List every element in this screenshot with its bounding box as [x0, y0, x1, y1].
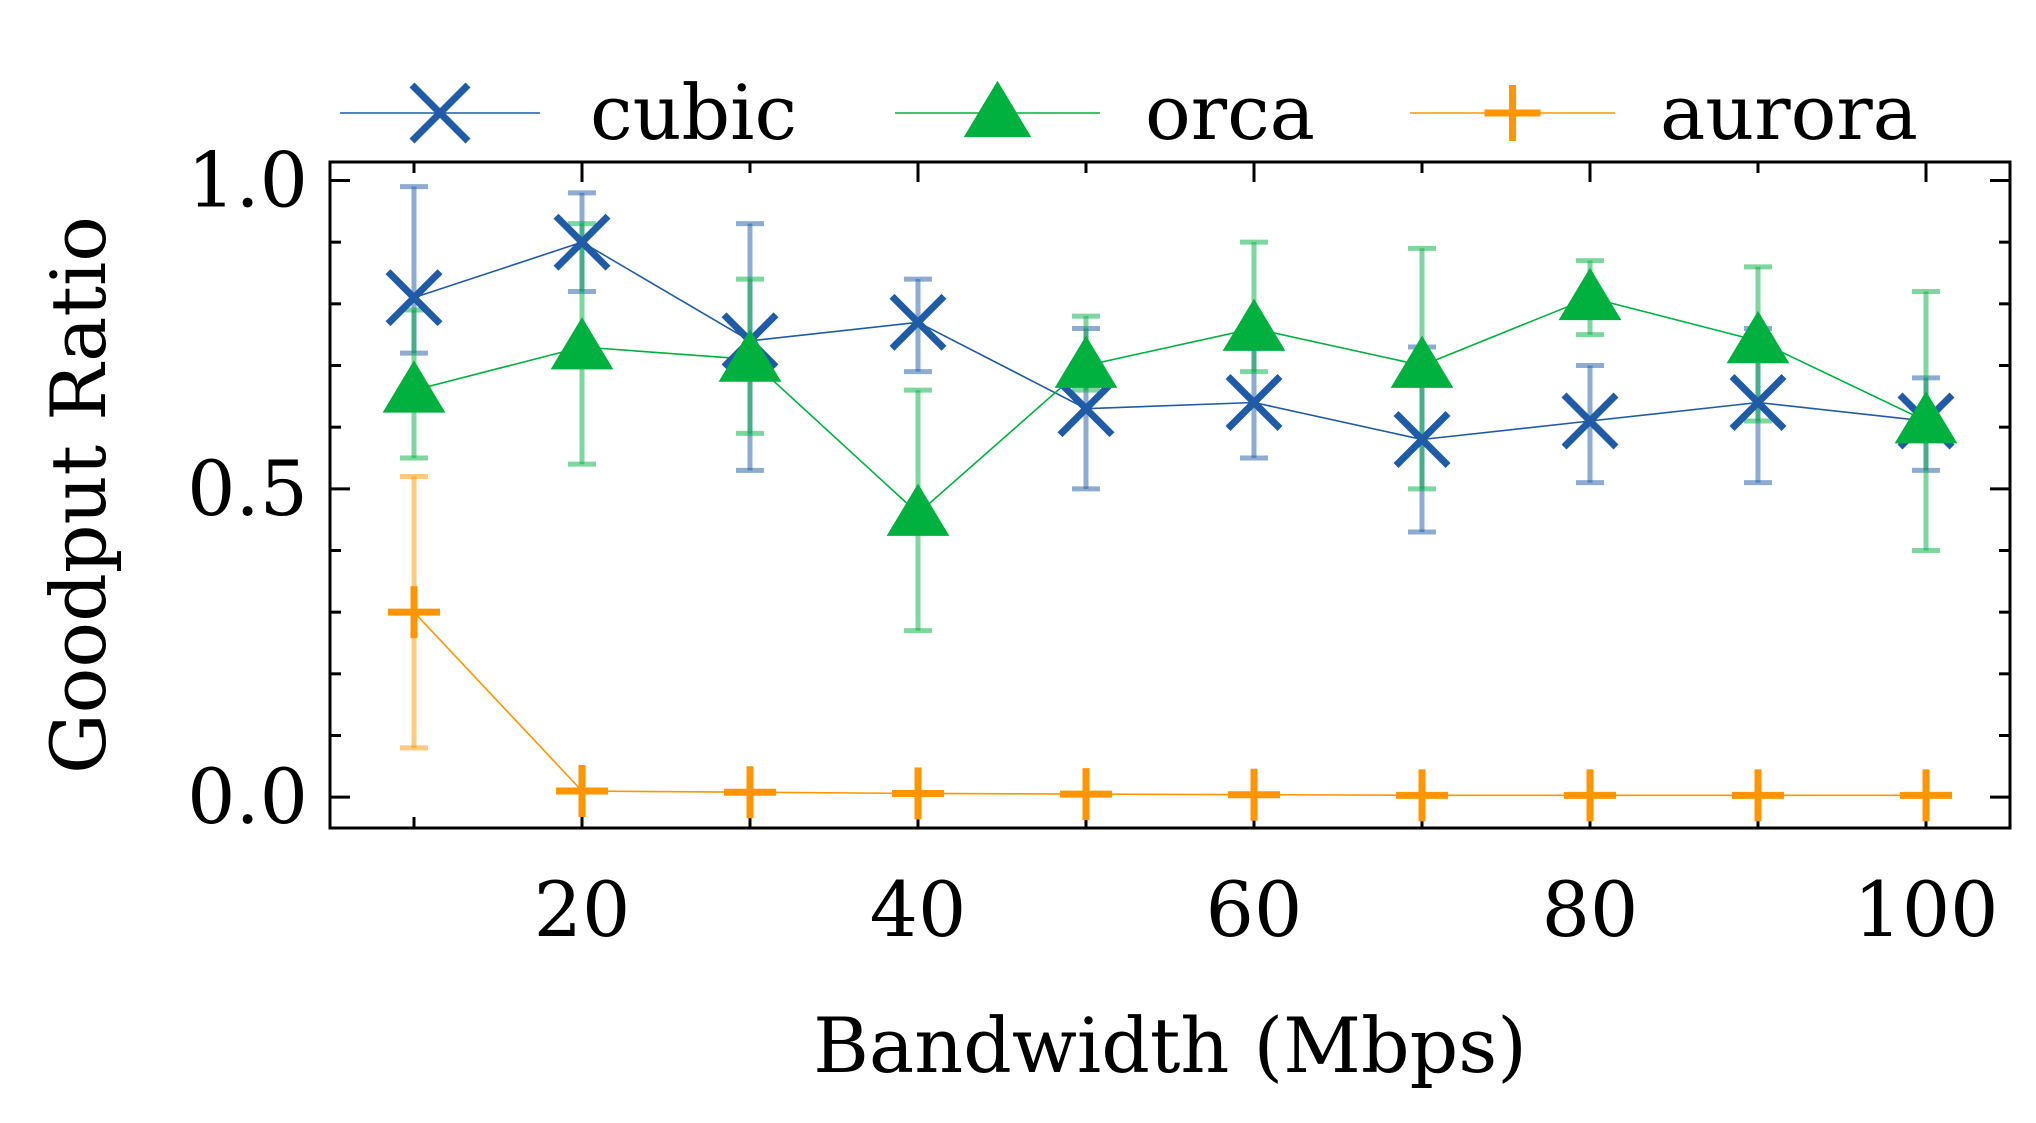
x-tick-label: 80	[1542, 865, 1639, 954]
tick-label-layer: 20 40 60 80 100 0.0 0.5 1.0	[187, 136, 1998, 955]
plot-frame	[328, 160, 2012, 830]
point-cubic	[1057, 380, 1115, 438]
legend-item-orca: orca	[895, 68, 1315, 157]
point-orca	[1894, 391, 1958, 444]
y-tick-label: 0.5	[187, 444, 308, 533]
point-cubic	[553, 213, 611, 271]
y-axis-label: Goodput Ratio	[34, 216, 123, 774]
series-line-orca	[413, 296, 1927, 515]
errorbars-cubic	[400, 184, 1940, 535]
markers-orca	[382, 267, 1958, 536]
legend: cubic orca aurora	[340, 68, 1918, 157]
point-aurora	[1396, 769, 1448, 822]
point-aurora	[1732, 769, 1784, 822]
point-orca	[1222, 298, 1286, 351]
legend-item-cubic: cubic	[340, 68, 797, 157]
legend-item-aurora: aurora	[1410, 68, 1918, 157]
point-cubic	[1225, 374, 1283, 431]
point-cubic	[1561, 392, 1619, 450]
point-orca	[1558, 267, 1622, 321]
point-aurora	[892, 767, 944, 820]
tick-layer	[330, 162, 2010, 828]
point-aurora	[724, 766, 776, 819]
x-axis-label: Bandwidth (Mbps)	[813, 1001, 1527, 1090]
point-aurora	[1900, 769, 1952, 822]
series-line-aurora	[413, 611, 1926, 797]
point-aurora	[388, 586, 440, 639]
legend-marker-aurora	[1484, 85, 1541, 141]
point-aurora	[556, 765, 608, 817]
legend-marker-cubic	[409, 82, 471, 144]
point-orca	[886, 483, 950, 536]
y-tick-label: 1.0	[187, 136, 308, 225]
point-orca	[1726, 310, 1790, 364]
point-cubic	[1729, 374, 1787, 431]
point-orca	[718, 329, 782, 382]
point-orca	[1390, 335, 1454, 388]
legend-label-cubic: cubic	[590, 68, 797, 157]
point-orca	[550, 317, 614, 370]
point-aurora	[1564, 769, 1616, 822]
x-tick-label: 60	[1206, 865, 1303, 954]
point-orca	[1054, 335, 1118, 388]
point-cubic	[889, 293, 947, 351]
legend-label-orca: orca	[1145, 68, 1315, 157]
x-tick-label: 40	[870, 865, 967, 954]
point-orca	[382, 360, 446, 413]
point-cubic	[385, 269, 443, 327]
y-tick-label: 0.0	[187, 752, 308, 841]
point-aurora	[1060, 768, 1112, 821]
markers-aurora	[388, 586, 1952, 822]
x-tick-label: 100	[1853, 865, 1998, 954]
series-layer	[382, 184, 1958, 822]
markers-cubic	[385, 213, 1955, 468]
legend-label-aurora: aurora	[1660, 68, 1918, 157]
x-tick-label: 20	[534, 865, 631, 954]
point-cubic	[1393, 411, 1451, 468]
legend-marker-orca	[963, 80, 1032, 138]
point-aurora	[1228, 768, 1280, 821]
errorbars-orca	[400, 221, 1940, 634]
series-line-cubic	[413, 241, 1927, 441]
